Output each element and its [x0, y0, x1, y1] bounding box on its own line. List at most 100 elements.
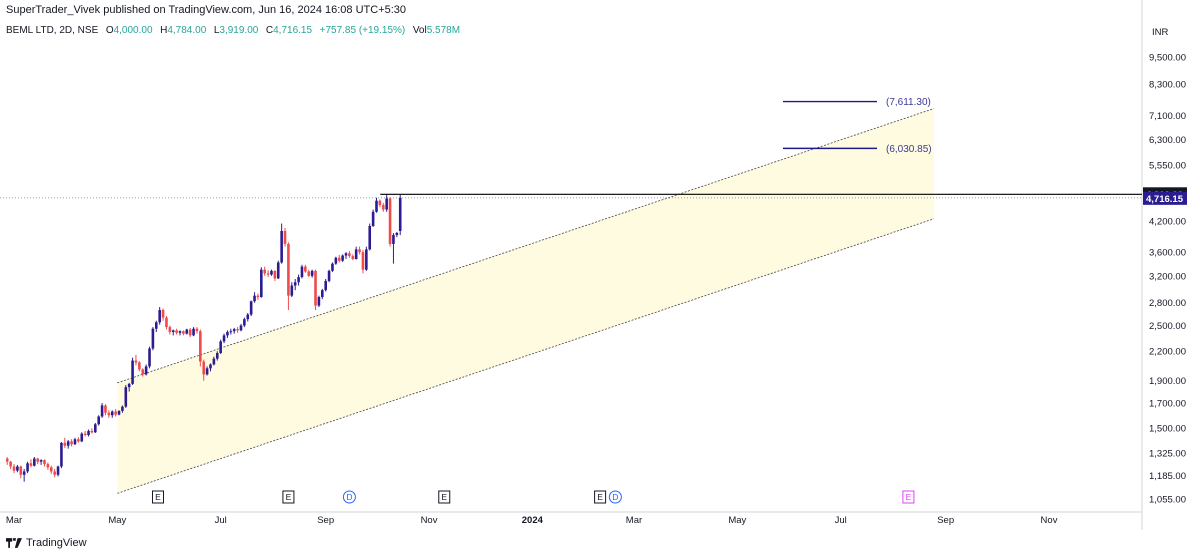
candle [253, 292, 256, 303]
candle [5, 457, 9, 465]
candle [138, 361, 141, 372]
footer-brand-label: TradingView [26, 537, 87, 549]
channel-lower-line [117, 218, 934, 494]
candle-body [195, 328, 199, 332]
y-tick-label: 8,300.00 [1149, 80, 1186, 91]
candle-body [273, 270, 277, 279]
candle [246, 313, 250, 322]
candle [348, 251, 351, 258]
candle-body [29, 463, 33, 466]
candle [154, 320, 158, 333]
candle-body [375, 200, 378, 212]
candle [33, 457, 36, 467]
candle-body [202, 361, 206, 375]
candle-body [104, 405, 107, 413]
candle-body [334, 257, 338, 264]
x-tick-label: Mar [6, 515, 22, 526]
candle-body [5, 458, 9, 462]
candle-body [199, 331, 202, 362]
candle-body [239, 325, 243, 331]
legend-volume-label: Vol [412, 25, 427, 36]
candle-body [16, 466, 19, 471]
candle [297, 274, 300, 286]
target-label: (6,030.85) [886, 144, 932, 155]
legend-symbol[interactable]: BEML LTD, 2D, NSE [6, 25, 99, 36]
candle-body [392, 235, 395, 244]
dividend-marker-circle [608, 490, 622, 504]
candle-body [124, 387, 128, 407]
candle-body [39, 460, 43, 462]
candle [144, 364, 148, 376]
candle-body [121, 406, 124, 411]
candle [70, 439, 73, 447]
candle-body [127, 383, 131, 388]
candle-body [9, 461, 12, 467]
dividend-marker-circle [342, 490, 356, 504]
event-marker-letter: E [155, 492, 161, 502]
candle-body [12, 466, 16, 471]
candle [307, 269, 311, 278]
candle-body [307, 271, 311, 276]
candle-body [229, 331, 233, 333]
published-by-line: SuperTrader_Vivek published on TradingVi… [6, 4, 407, 16]
candle [19, 465, 23, 479]
event-marker-letter: D [612, 492, 618, 502]
candle-body [280, 230, 283, 263]
candle-body [266, 273, 270, 275]
y-tick-label: 6,300.00 [1149, 135, 1186, 146]
candle [56, 465, 60, 477]
earnings-marker-box [902, 490, 915, 504]
candle [188, 327, 192, 338]
candle [266, 270, 270, 278]
candle [151, 327, 155, 351]
y-tick-label: 5,550.00 [1149, 161, 1186, 172]
candle [398, 194, 402, 236]
y-tick-label: 1,185.00 [1149, 471, 1186, 482]
candle-body [300, 266, 304, 278]
candle-body [351, 256, 355, 259]
candle [249, 300, 253, 317]
candle [381, 202, 385, 212]
candle-body [361, 252, 365, 270]
candle-body [358, 249, 361, 253]
candle [283, 227, 287, 247]
candle [327, 269, 331, 283]
candle-body [212, 358, 216, 365]
candle-body [293, 282, 297, 286]
candle [202, 359, 206, 381]
footer-brand[interactable]: TradingView [6, 537, 87, 549]
candle [192, 327, 195, 337]
y-tick-label: 2,500.00 [1149, 321, 1186, 332]
candle [287, 242, 290, 311]
candle [209, 363, 212, 372]
x-tick-label: Jul [215, 515, 227, 526]
candle-body [219, 341, 222, 354]
candle-body [310, 270, 314, 276]
candle [117, 410, 121, 416]
y-tick-label: 1,500.00 [1149, 424, 1186, 435]
candle-body [141, 369, 145, 375]
y-tick-label: 2,800.00 [1149, 298, 1186, 309]
currency-label[interactable]: INR [1152, 27, 1169, 38]
candle [273, 270, 277, 281]
candle [94, 422, 97, 433]
candle [365, 246, 368, 271]
candle-body [253, 295, 256, 302]
candle-body [205, 368, 209, 375]
candle [114, 409, 117, 417]
candle [388, 197, 392, 247]
candle-body [80, 433, 84, 442]
candle-body [63, 442, 67, 446]
y-tick-label: 3,600.00 [1149, 248, 1186, 259]
candle [344, 252, 348, 259]
candle [161, 308, 165, 321]
candle [49, 465, 53, 474]
candle [185, 328, 189, 335]
candle [229, 328, 233, 335]
candle-body [107, 412, 111, 416]
candle-body [70, 441, 73, 445]
candle [239, 323, 243, 332]
candle-body [90, 430, 94, 433]
candle-body [56, 466, 60, 475]
